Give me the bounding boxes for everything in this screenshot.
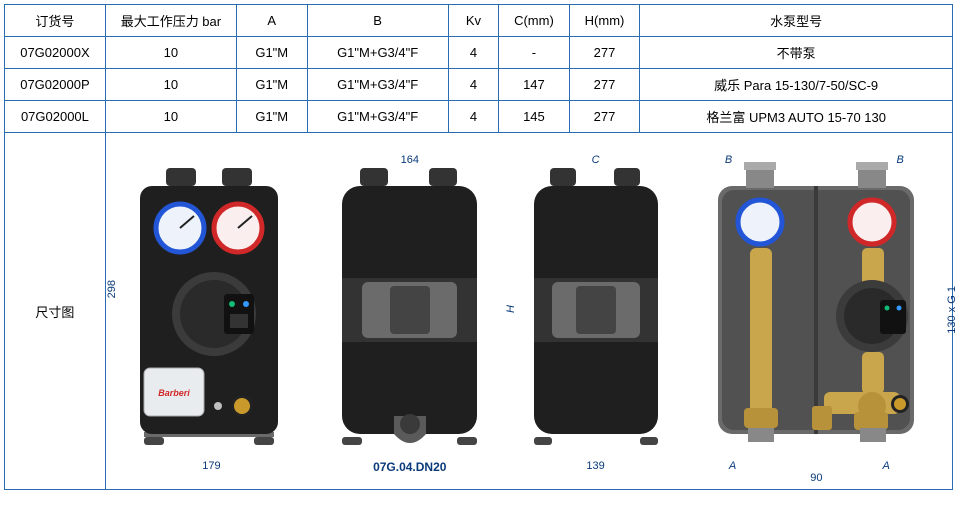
- cell: G1"M+G3/4"F: [307, 101, 448, 133]
- cell: 277: [569, 69, 640, 101]
- header-cell: B: [307, 5, 448, 37]
- cell: 277: [569, 37, 640, 69]
- table-row: 07G02000L 10 G1"M G1"M+G3/4"F 4 145 277 …: [5, 101, 953, 133]
- cell: G1"M: [236, 37, 307, 69]
- dim-h: H: [505, 305, 517, 313]
- cell: 4: [448, 101, 498, 133]
- dim-a: A: [729, 460, 736, 472]
- dim-width: 179: [124, 460, 299, 472]
- header-row: 订货号 最大工作压力 bar A B Kv C(mm) H(mm) 水泵型号: [5, 5, 953, 37]
- dim-width: 139: [521, 460, 671, 472]
- header-cell: 订货号: [5, 5, 106, 37]
- cell: 威乐 Para 15-130/7-50/SC-9: [640, 69, 953, 101]
- cell: 不带泵: [640, 37, 953, 69]
- table-row: 07G02000X 10 G1"M G1"M+G3/4"F 4 - 277 不带…: [5, 37, 953, 69]
- header-cell: C(mm): [499, 5, 570, 37]
- cell: 4: [448, 37, 498, 69]
- cell: 07G02000L: [5, 101, 106, 133]
- cell: G1"M+G3/4"F: [307, 69, 448, 101]
- side2-diagram: C 139 H: [521, 156, 671, 466]
- header-cell: Kv: [448, 5, 498, 37]
- brand-text: Barberi: [158, 388, 190, 398]
- cell: 277: [569, 101, 640, 133]
- cell: G1"M: [236, 101, 307, 133]
- dim-c: C: [521, 154, 671, 166]
- front-diagram: Barberi 179 298: [124, 156, 299, 466]
- cell: 10: [105, 37, 236, 69]
- side1-diagram: 164 07G.04.DN20: [327, 156, 492, 466]
- diagram-cell: Barberi 179 298: [105, 133, 952, 490]
- dim-b: B: [896, 154, 903, 166]
- cell: 4: [448, 69, 498, 101]
- dim-b: B: [725, 154, 732, 166]
- dim-a: A: [882, 460, 889, 472]
- dim-height: 298: [106, 280, 118, 298]
- dim-width: 164: [327, 154, 492, 166]
- cell: 10: [105, 101, 236, 133]
- dim-side: 130 x G 1: [946, 286, 957, 334]
- header-cell: A: [236, 5, 307, 37]
- internal-diagram: B B A A 90 130 x G 1: [699, 156, 934, 466]
- cell: 07G02000P: [5, 69, 106, 101]
- dim-width: 90: [699, 472, 934, 484]
- table-row: 07G02000P 10 G1"M G1"M+G3/4"F 4 147 277 …: [5, 69, 953, 101]
- cell: 145: [499, 101, 570, 133]
- cell: 147: [499, 69, 570, 101]
- cell: 格兰富 UPM3 AUTO 15-70 130: [640, 101, 953, 133]
- cell: -: [499, 37, 570, 69]
- cell: 10: [105, 69, 236, 101]
- cell: G1"M: [236, 69, 307, 101]
- cell: 07G02000X: [5, 37, 106, 69]
- cell: G1"M+G3/4"F: [307, 37, 448, 69]
- header-cell: 最大工作压力 bar: [105, 5, 236, 37]
- diagram-row: 尺寸图: [5, 133, 953, 490]
- header-cell: 水泵型号: [640, 5, 953, 37]
- header-cell: H(mm): [569, 5, 640, 37]
- model-code: 07G.04.DN20: [327, 460, 492, 474]
- diagram-label: 尺寸图: [5, 133, 106, 490]
